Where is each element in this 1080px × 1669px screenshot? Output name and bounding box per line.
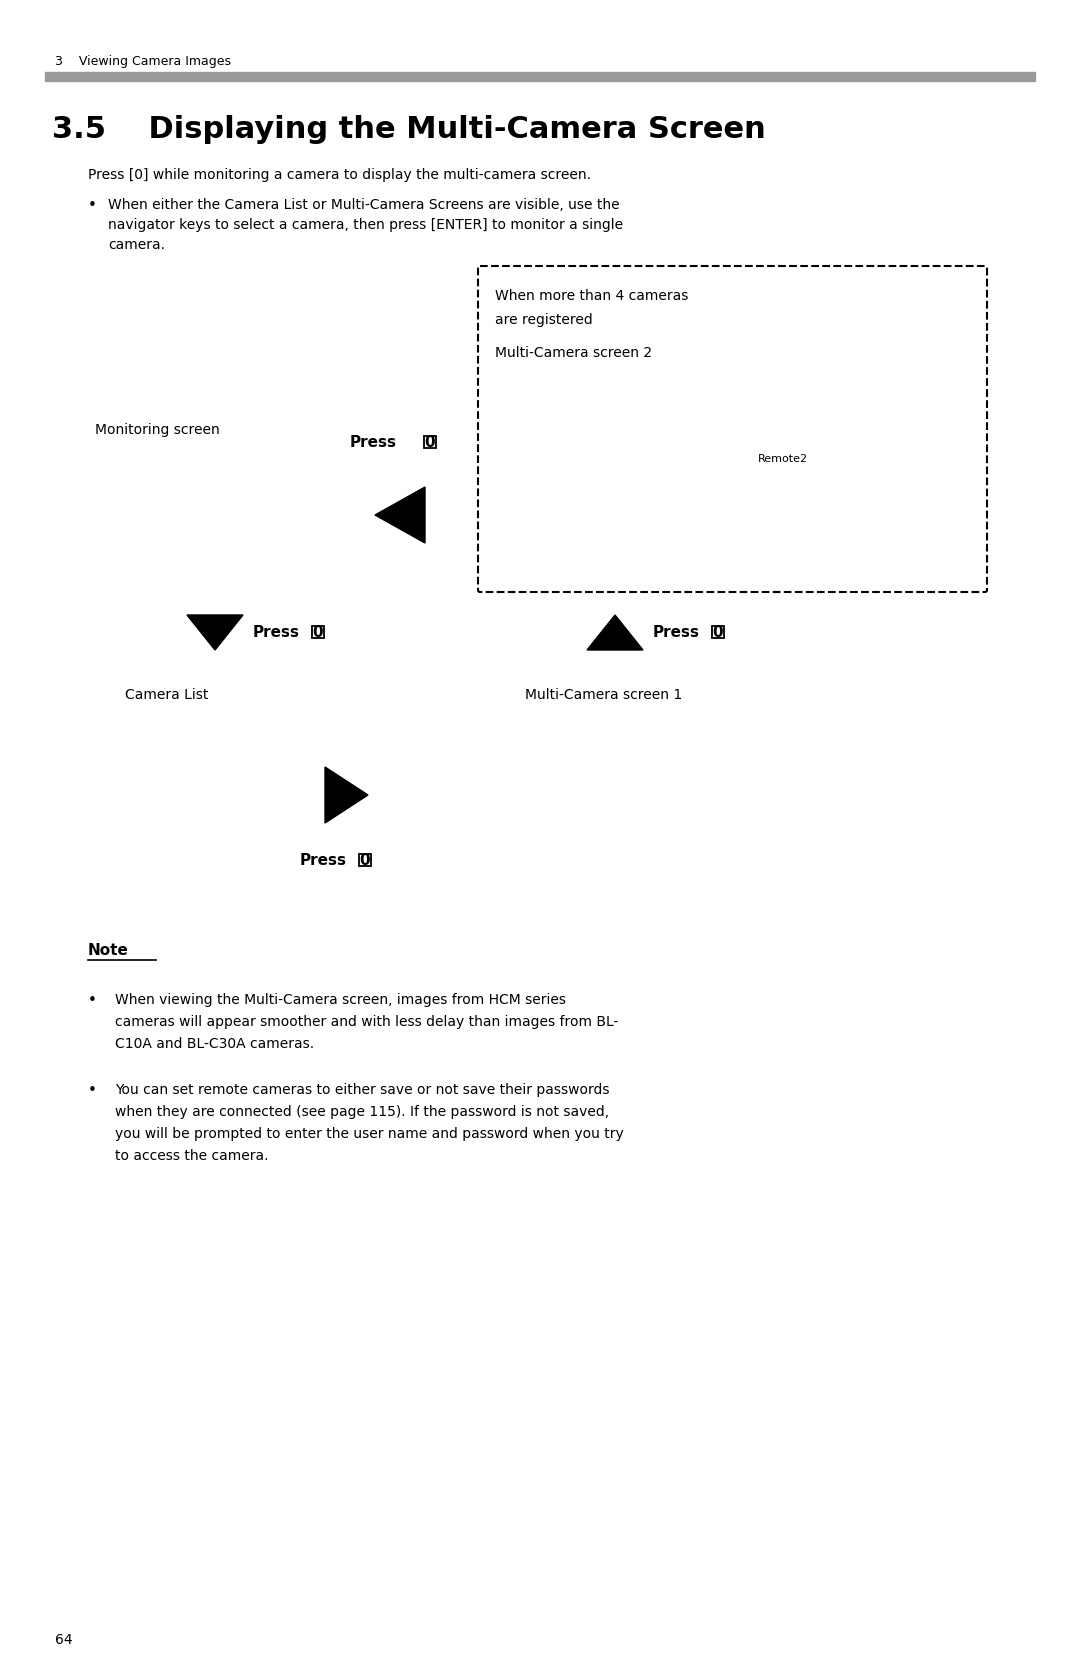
FancyBboxPatch shape — [360, 853, 370, 866]
Text: Camera List: Camera List — [125, 688, 208, 703]
Polygon shape — [187, 614, 243, 649]
Text: 0: 0 — [313, 624, 323, 639]
Polygon shape — [325, 768, 368, 823]
Text: when they are connected (see page 115). If the password is not saved,: when they are connected (see page 115). … — [114, 1105, 609, 1118]
Text: 3    Viewing Camera Images: 3 Viewing Camera Images — [55, 55, 231, 68]
Text: to access the camera.: to access the camera. — [114, 1148, 269, 1163]
Text: 0: 0 — [424, 434, 435, 449]
Text: Multi-Camera screen 1: Multi-Camera screen 1 — [525, 688, 683, 703]
Polygon shape — [375, 487, 426, 542]
Text: camera.: camera. — [108, 239, 165, 252]
Text: Press: Press — [253, 624, 300, 639]
Text: Press: Press — [350, 434, 397, 449]
Text: Remote2: Remote2 — [757, 454, 808, 464]
Text: •: • — [87, 993, 97, 1008]
Text: Note: Note — [87, 943, 129, 958]
Text: navigator keys to select a camera, then press [ENTER] to monitor a single: navigator keys to select a camera, then … — [108, 219, 623, 232]
Text: cameras will appear smoother and with less delay than images from BL-: cameras will appear smoother and with le… — [114, 1015, 619, 1030]
Polygon shape — [588, 614, 643, 649]
Text: Monitoring screen: Monitoring screen — [95, 422, 219, 437]
Text: 0: 0 — [360, 853, 370, 868]
Text: •: • — [87, 197, 97, 212]
Text: When more than 4 cameras: When more than 4 cameras — [495, 289, 688, 304]
Text: When either the Camera List or Multi-Camera Screens are visible, use the: When either the Camera List or Multi-Cam… — [108, 199, 620, 212]
Text: Press [0] while monitoring a camera to display the multi-camera screen.: Press [0] while monitoring a camera to d… — [87, 169, 591, 182]
FancyBboxPatch shape — [712, 626, 724, 638]
Text: 0: 0 — [713, 624, 724, 639]
Text: 64: 64 — [55, 1632, 72, 1647]
Text: are registered: are registered — [495, 314, 593, 327]
Text: You can set remote cameras to either save or not save their passwords: You can set remote cameras to either sav… — [114, 1083, 609, 1097]
Text: •: • — [87, 1083, 97, 1098]
Text: When viewing the Multi-Camera screen, images from HCM series: When viewing the Multi-Camera screen, im… — [114, 993, 566, 1006]
FancyBboxPatch shape — [478, 265, 987, 592]
Text: C10A and BL-C30A cameras.: C10A and BL-C30A cameras. — [114, 1036, 314, 1051]
FancyBboxPatch shape — [312, 626, 324, 638]
Bar — [45, 72, 1035, 82]
Text: Press: Press — [300, 853, 347, 868]
Text: Press: Press — [653, 624, 700, 639]
Text: Multi-Camera screen 2: Multi-Camera screen 2 — [495, 345, 652, 361]
Text: 3.5    Displaying the Multi-Camera Screen: 3.5 Displaying the Multi-Camera Screen — [52, 115, 766, 145]
Text: you will be prompted to enter the user name and password when you try: you will be prompted to enter the user n… — [114, 1127, 624, 1142]
FancyBboxPatch shape — [424, 436, 435, 449]
